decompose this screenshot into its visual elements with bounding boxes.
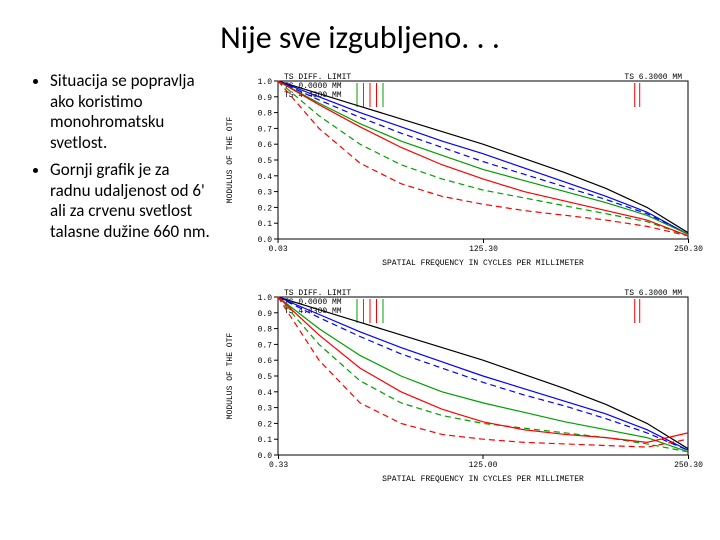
svg-text:0.0: 0.0 bbox=[258, 236, 273, 245]
svg-text:TS 6.3000 MM: TS 6.3000 MM bbox=[624, 289, 682, 298]
svg-text:TS DIFF. LIMIT: TS DIFF. LIMIT bbox=[284, 73, 351, 82]
charts-column: 0.0 0.1 0.2 0.3 0.4 0.5 0.6 0.7 0.8 0.9 1.0 0.03 125… bbox=[218, 71, 706, 499]
svg-text:0.8: 0.8 bbox=[258, 326, 273, 335]
svg-text:0.0: 0.0 bbox=[258, 452, 273, 461]
svg-text:0.6: 0.6 bbox=[258, 357, 273, 366]
svg-text:0.7: 0.7 bbox=[258, 341, 273, 350]
svg-text:0.9: 0.9 bbox=[258, 94, 273, 103]
svg-text:1.0: 1.0 bbox=[258, 78, 273, 87]
svg-text:0.9: 0.9 bbox=[258, 310, 273, 319]
bullet-item: Situacija se popravlja ako koristimo mon… bbox=[50, 71, 210, 154]
mtf-chart-top: 0.0 0.1 0.2 0.3 0.4 0.5 0.6 0.7 0.8 0.9 1.0 0.03 125… bbox=[218, 71, 706, 283]
svg-text:125.00: 125.00 bbox=[469, 461, 498, 470]
mtf-chart-top-svg: 0.0 0.1 0.2 0.3 0.4 0.5 0.6 0.7 0.8 0.9 1.0 0.03 125… bbox=[218, 71, 706, 283]
svg-text:0.7: 0.7 bbox=[258, 125, 273, 134]
svg-text:0.03: 0.03 bbox=[268, 245, 287, 254]
mtf-chart-bottom: 0.0 0.1 0.2 0.3 0.4 0.5 0.6 0.7 0.8 0.9 1.0 0.33 125… bbox=[218, 287, 706, 499]
svg-text:0.4: 0.4 bbox=[258, 389, 273, 398]
svg-text:0.5: 0.5 bbox=[258, 157, 273, 166]
svg-text:MODULUS OF THE OTF: MODULUS OF THE OTF bbox=[226, 333, 235, 420]
slide-body: Situacija se popravlja ako koristimo mon… bbox=[30, 71, 690, 499]
svg-text:125.30: 125.30 bbox=[469, 245, 498, 254]
svg-text:SPATIAL FREQUENCY IN CYCLES PE: SPATIAL FREQUENCY IN CYCLES PER MILLIMET… bbox=[382, 259, 584, 268]
svg-text:0.5: 0.5 bbox=[258, 373, 273, 382]
svg-text:0.4: 0.4 bbox=[258, 173, 273, 182]
svg-text:0.8: 0.8 bbox=[258, 110, 273, 119]
slide-title: Nije sve izgubljeno. . . bbox=[30, 18, 690, 57]
svg-text:1.0: 1.0 bbox=[258, 294, 273, 303]
svg-text:MODULUS OF THE OTF: MODULUS OF THE OTF bbox=[226, 117, 235, 204]
svg-text:0.1: 0.1 bbox=[258, 220, 273, 229]
svg-text:0.6: 0.6 bbox=[258, 141, 273, 150]
svg-text:250.30: 250.30 bbox=[674, 461, 703, 470]
svg-text:0.2: 0.2 bbox=[258, 204, 273, 213]
svg-text:250.30: 250.30 bbox=[674, 245, 703, 254]
svg-text:0.33: 0.33 bbox=[269, 461, 288, 470]
slide: Nije sve izgubljeno. . . Situacija se po… bbox=[0, 0, 720, 540]
bullet-list: Situacija se popravlja ako koristimo mon… bbox=[30, 71, 210, 499]
svg-text:TS 6.3000 MM: TS 6.3000 MM bbox=[624, 73, 682, 82]
mtf-chart-bottom-svg: 0.0 0.1 0.2 0.3 0.4 0.5 0.6 0.7 0.8 0.9 1.0 0.33 125… bbox=[218, 287, 706, 499]
svg-text:0.3: 0.3 bbox=[258, 405, 273, 414]
svg-text:TS 0.0000 MM: TS 0.0000 MM bbox=[284, 298, 342, 307]
svg-text:SPATIAL FREQUENCY IN CYCLES PE: SPATIAL FREQUENCY IN CYCLES PER MILLIMET… bbox=[382, 475, 584, 484]
svg-text:0.1: 0.1 bbox=[258, 436, 273, 445]
svg-text:0.2: 0.2 bbox=[258, 420, 273, 429]
svg-text:0.3: 0.3 bbox=[258, 189, 273, 198]
bullet-item: Gornji grafik je za radnu udaljenost od … bbox=[50, 160, 210, 243]
svg-text:TS DIFF. LIMIT: TS DIFF. LIMIT bbox=[284, 289, 351, 298]
